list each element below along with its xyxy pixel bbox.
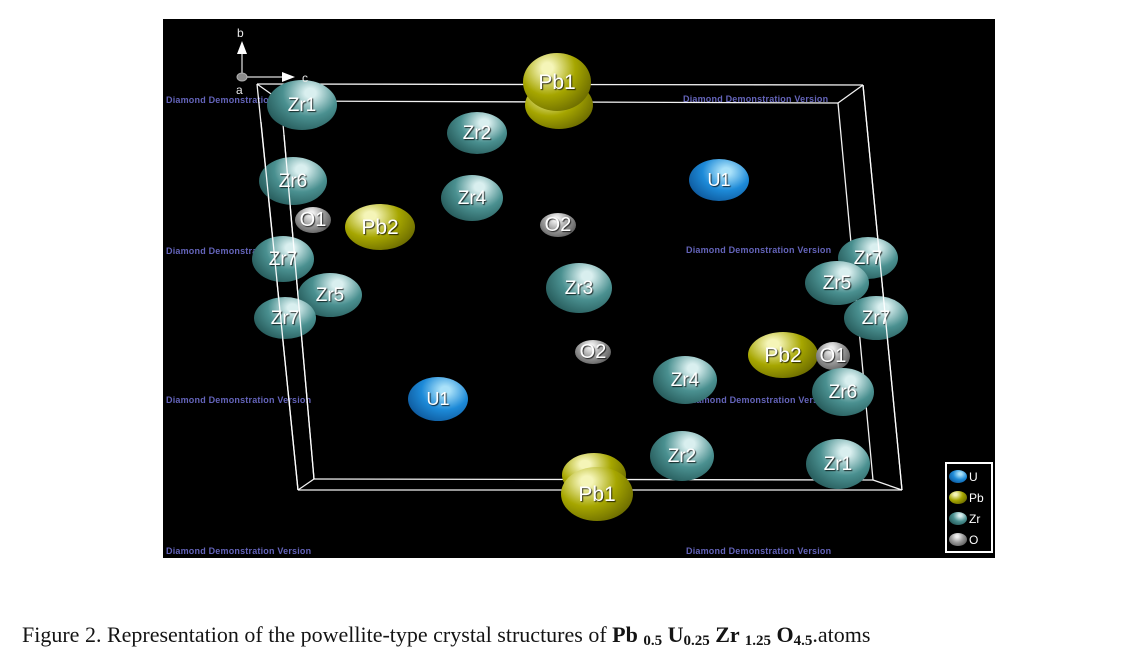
atom-Zr6[interactable]: Zr6 xyxy=(259,157,327,205)
atom-O1[interactable]: O1 xyxy=(816,342,850,370)
demo-watermark: Diamond Demonstration Version xyxy=(686,546,832,556)
atom-label: Zr1 xyxy=(287,94,317,116)
atom-label: Zr7 xyxy=(853,247,883,269)
atom-O2[interactable]: O2 xyxy=(540,213,576,237)
atom-label: Zr5 xyxy=(315,284,345,306)
atom-Pb2[interactable]: Pb2 xyxy=(345,204,415,250)
demo-watermark: Diamond Demonstration Version xyxy=(683,94,829,104)
demo-watermark: Diamond Demonstration Version xyxy=(686,245,832,255)
legend-sphere-icon xyxy=(949,491,967,504)
atom-label: O1 xyxy=(819,345,847,367)
axis-b-arrow-icon xyxy=(237,41,247,54)
atom-Zr6[interactable]: Zr6 xyxy=(812,368,874,416)
caption-segment: Zr xyxy=(709,622,745,647)
caption-segment: 0.25 xyxy=(683,633,710,649)
atom-O2[interactable]: O2 xyxy=(575,340,611,364)
atom-label: Pb1 xyxy=(578,482,616,506)
crystal-viewport[interactable]: Diamond Demonstration Version Diamond Dem… xyxy=(163,19,995,558)
element-legend: U Pb Zr O xyxy=(945,462,993,553)
caption-segment: 1.25 xyxy=(744,633,772,649)
atom-Pb2[interactable]: Pb2 xyxy=(748,332,818,378)
figure-caption: Figure 2. Representation of the powellit… xyxy=(22,622,1128,649)
axis-label-c: c xyxy=(302,71,308,85)
atom-label: Zr5 xyxy=(822,272,852,294)
caption-segment: 0.5 xyxy=(643,633,663,649)
atom-Zr2[interactable]: Zr2 xyxy=(447,112,507,154)
demo-watermark: Diamond Demonstration Version xyxy=(166,546,312,556)
atoms-layer: Pb1 Zr1 Zr2 U1 Zr6 Zr4 O1 Pb2 O2 Zr7 Zr5 Zr7 Zr3 Zr7 Z… xyxy=(163,19,995,558)
legend-label: Zr xyxy=(969,511,981,526)
caption-segment: O xyxy=(771,622,794,647)
caption-segment: 4.5 xyxy=(793,633,813,649)
atom-O1[interactable]: O1 xyxy=(295,207,331,233)
atom-U1[interactable]: U1 xyxy=(408,377,468,421)
demo-watermark: Diamond Demonstration Version xyxy=(166,246,312,256)
atom-Zr4[interactable]: Zr4 xyxy=(441,175,503,221)
atom-label: Zr4 xyxy=(457,187,487,209)
legend-sphere-icon xyxy=(949,533,967,546)
atom-label: Zr6 xyxy=(828,381,858,403)
axis-label-a: a xyxy=(236,83,243,97)
atom-Zr2[interactable]: Zr2 xyxy=(650,431,714,481)
atom-label: Zr2 xyxy=(667,445,697,467)
legend-label: Pb xyxy=(969,490,984,505)
legend-sphere-icon xyxy=(949,470,967,483)
atom-Zr4[interactable]: Zr4 xyxy=(653,356,717,404)
atom-Pb1[interactable]: Pb1 xyxy=(561,467,633,521)
atom-label: Zr3 xyxy=(564,277,594,299)
axis-indicator: b c a xyxy=(236,26,308,97)
atom-label: O2 xyxy=(579,341,607,363)
unit-cell-wireframe-front: b c a xyxy=(236,26,903,491)
demo-watermark: Diamond Demonstration Version xyxy=(687,395,833,405)
demo-watermark: Diamond Demonstration Version xyxy=(166,395,312,405)
demo-watermark: Diamond Demonstration Version xyxy=(166,95,312,105)
caption-segment: .atoms xyxy=(812,622,871,647)
legend-label: O xyxy=(969,532,979,547)
atom-Zr1[interactable]: Zr1 xyxy=(267,80,337,130)
legend-item-zr: Zr xyxy=(947,508,991,529)
atom-Zr7[interactable]: Zr7 xyxy=(254,297,316,339)
atom-label: U1 xyxy=(426,389,450,409)
atom-label: Pb2 xyxy=(764,343,802,367)
atom-label: Zr6 xyxy=(278,170,308,192)
axis-c-arrow-icon xyxy=(282,72,295,82)
caption-segment: Figure 2. Representation of the powellit… xyxy=(22,622,613,647)
atom-Pb1[interactable]: Pb1 xyxy=(523,53,591,111)
axis-origin-dot xyxy=(236,72,248,82)
atom-Zr3[interactable]: Zr3 xyxy=(546,263,612,313)
legend-item-pb: Pb xyxy=(947,487,991,508)
legend-label: U xyxy=(969,469,978,484)
atom-label: O2 xyxy=(544,214,572,236)
atom-label: U1 xyxy=(707,170,731,190)
caption-segment: Pb xyxy=(612,622,644,647)
atom-label: Pb2 xyxy=(361,215,399,239)
axis-label-b: b xyxy=(237,26,244,40)
atom-label: O1 xyxy=(299,209,327,231)
atom-Zr5[interactable]: Zr5 xyxy=(805,261,869,305)
atom-label: Zr1 xyxy=(823,453,853,475)
atom-U1[interactable]: U1 xyxy=(689,159,749,201)
atom-label: Zr7 xyxy=(861,307,891,329)
atom-label: Zr4 xyxy=(670,369,700,391)
atom-label: Zr2 xyxy=(462,122,492,144)
legend-sphere-icon xyxy=(949,512,967,525)
atom-label: Pb1 xyxy=(538,70,576,94)
atom-Zr7[interactable]: Zr7 xyxy=(844,296,908,340)
caption-segment: U xyxy=(662,622,684,647)
atom-label: Zr7 xyxy=(270,307,300,329)
legend-item-u: U xyxy=(947,466,991,487)
legend-item-o: O xyxy=(947,529,991,550)
atom-Zr1[interactable]: Zr1 xyxy=(806,439,870,489)
